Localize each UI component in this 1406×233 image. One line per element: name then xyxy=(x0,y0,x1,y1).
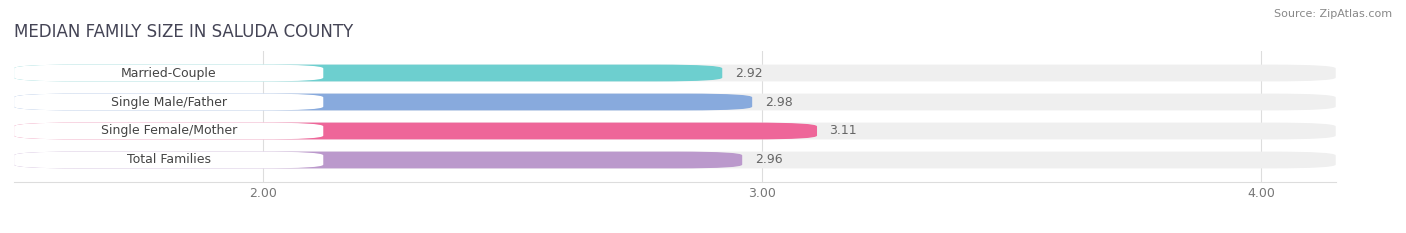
FancyBboxPatch shape xyxy=(14,65,323,81)
FancyBboxPatch shape xyxy=(14,94,752,110)
FancyBboxPatch shape xyxy=(14,94,1336,110)
Text: Single Female/Mother: Single Female/Mother xyxy=(101,124,236,137)
FancyBboxPatch shape xyxy=(14,65,1336,81)
Text: 3.11: 3.11 xyxy=(830,124,858,137)
FancyBboxPatch shape xyxy=(14,123,1336,139)
Text: 2.92: 2.92 xyxy=(735,66,762,79)
Text: 2.96: 2.96 xyxy=(755,154,782,167)
FancyBboxPatch shape xyxy=(14,152,323,168)
FancyBboxPatch shape xyxy=(14,65,723,81)
Text: Total Families: Total Families xyxy=(127,154,211,167)
Text: Single Male/Father: Single Male/Father xyxy=(111,96,226,109)
Text: Source: ZipAtlas.com: Source: ZipAtlas.com xyxy=(1274,9,1392,19)
Text: MEDIAN FAMILY SIZE IN SALUDA COUNTY: MEDIAN FAMILY SIZE IN SALUDA COUNTY xyxy=(14,23,353,41)
FancyBboxPatch shape xyxy=(14,123,817,139)
FancyBboxPatch shape xyxy=(14,123,323,139)
FancyBboxPatch shape xyxy=(14,152,742,168)
Text: 2.98: 2.98 xyxy=(765,96,793,109)
FancyBboxPatch shape xyxy=(14,94,323,110)
FancyBboxPatch shape xyxy=(14,152,1336,168)
Text: Married-Couple: Married-Couple xyxy=(121,66,217,79)
